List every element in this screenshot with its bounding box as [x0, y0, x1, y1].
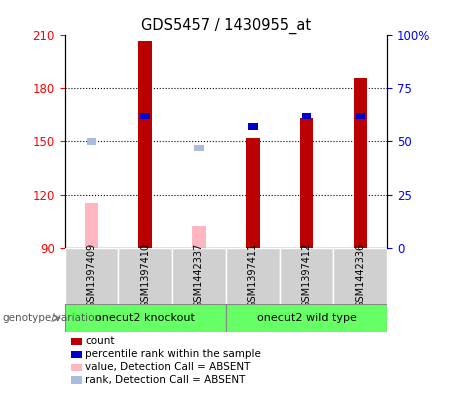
Bar [140, 113, 150, 119]
Text: GSM1397412: GSM1397412 [301, 242, 312, 308]
Bar [226, 304, 387, 332]
Text: GSM1397410: GSM1397410 [140, 242, 150, 307]
Bar [226, 248, 280, 305]
Text: GSM1442336: GSM1442336 [355, 242, 366, 307]
Bar [355, 113, 365, 119]
Text: GSM1397409: GSM1397409 [86, 242, 96, 307]
Text: genotype/variation: genotype/variation [2, 312, 101, 323]
Text: onecut2 knockout: onecut2 knockout [95, 313, 195, 323]
Text: GSM1397411: GSM1397411 [248, 242, 258, 307]
Bar [118, 248, 172, 305]
Bar [85, 204, 98, 248]
Bar [280, 248, 333, 305]
Text: count: count [85, 336, 115, 346]
Bar [354, 78, 367, 248]
Bar [192, 226, 206, 248]
Text: rank, Detection Call = ABSENT: rank, Detection Call = ABSENT [85, 375, 246, 385]
Bar [194, 145, 204, 151]
Bar [301, 113, 311, 119]
Bar [172, 248, 226, 305]
Text: percentile rank within the sample: percentile rank within the sample [85, 349, 261, 359]
Bar [65, 304, 226, 332]
Bar [248, 123, 258, 130]
Text: GDS5457 / 1430955_at: GDS5457 / 1430955_at [141, 18, 311, 34]
Bar [87, 138, 96, 145]
Bar [246, 138, 260, 248]
Bar [300, 119, 313, 248]
Bar [65, 248, 118, 305]
Bar [138, 40, 152, 248]
Bar [333, 248, 387, 305]
Text: value, Detection Call = ABSENT: value, Detection Call = ABSENT [85, 362, 251, 372]
Text: GSM1442337: GSM1442337 [194, 242, 204, 308]
Text: onecut2 wild type: onecut2 wild type [257, 313, 356, 323]
